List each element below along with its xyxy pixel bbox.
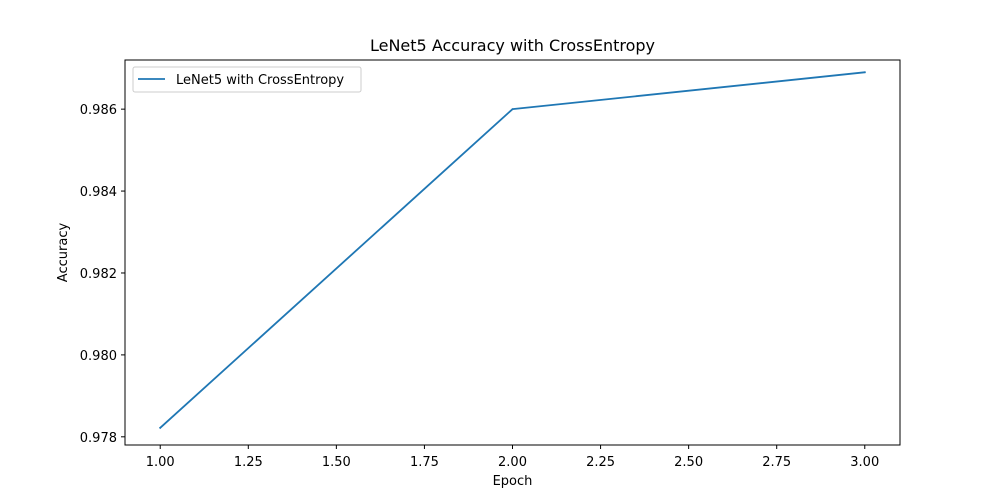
y-tick-label: 0.986 [80, 103, 117, 118]
x-tick-label: 2.75 [762, 455, 791, 470]
y-axis-label: Accuracy [56, 223, 71, 283]
data-point [159, 426, 162, 429]
series-layer [158, 71, 866, 430]
x-tick-label: 3.00 [850, 455, 879, 470]
x-axis: 1.00 1.25 1.50 1.75 2.00 2.25 2.50 2.75 3.00 [146, 445, 879, 470]
legend-entry-label: LeNet5 with CrossEntropy [176, 73, 344, 88]
chart-title: LeNet5 Accuracy with CrossEntropy [370, 36, 655, 55]
y-tick-label: 0.982 [80, 267, 117, 282]
x-axis-label: Epoch [493, 474, 533, 489]
x-tick-label: 2.25 [586, 455, 615, 470]
y-tick-label: 0.984 [80, 185, 117, 200]
x-tick-label: 1.75 [410, 455, 439, 470]
legend-box [132, 66, 362, 93]
x-tick-label: 1.50 [322, 455, 351, 470]
x-tick-label: 1.25 [234, 455, 263, 470]
y-axis: 0.978 0.980 0.982 0.984 0.986 [80, 103, 125, 446]
x-tick-label: 2.00 [498, 455, 527, 470]
x-tick-label: 1.00 [146, 455, 175, 470]
legend: LeNet5 with CrossEntropy [132, 66, 362, 93]
x-tick-label: 2.50 [674, 455, 703, 470]
y-tick-label: 0.980 [80, 349, 117, 364]
y-tick-label: 0.978 [80, 431, 117, 446]
data-point [863, 71, 866, 74]
data-point [511, 108, 514, 111]
